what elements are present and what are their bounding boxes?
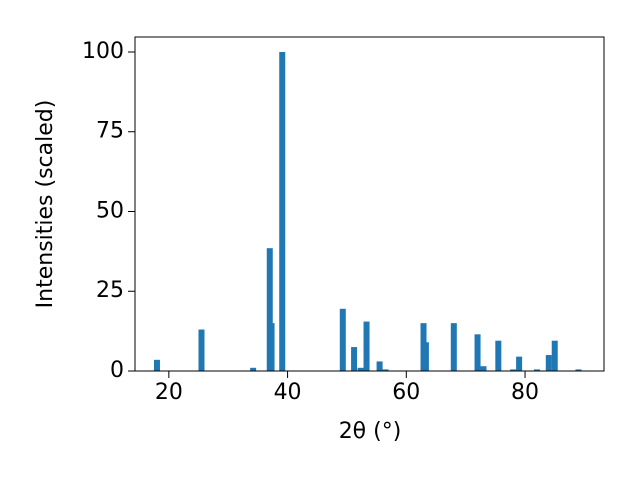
y-tick-label: 25 [96, 278, 124, 303]
bar [153, 359, 160, 371]
y-tick-label: 75 [96, 119, 124, 144]
bar [551, 340, 558, 371]
y-axis-label: Intensities (scaled) [33, 100, 58, 309]
bar [363, 321, 370, 371]
bar [450, 323, 457, 371]
y-tick-label: 0 [110, 358, 124, 383]
bar [382, 369, 389, 371]
bar [198, 329, 205, 371]
x-tick-label: 80 [511, 380, 539, 405]
bar [376, 361, 383, 371]
bar [510, 369, 517, 371]
y-tick-label: 50 [96, 198, 124, 223]
bar [474, 334, 481, 371]
bar [250, 367, 257, 371]
x-tick-label: 40 [274, 380, 302, 405]
plot-frame [134, 36, 605, 372]
bar [480, 366, 487, 371]
x-axis-label: 2θ (°) [339, 419, 402, 444]
x-tick-label: 20 [155, 380, 183, 405]
bar [268, 323, 275, 371]
bar [339, 308, 346, 371]
bar [279, 51, 286, 371]
bar [422, 342, 429, 371]
bar [545, 355, 552, 371]
bar [575, 369, 582, 371]
x-tick-label: 60 [392, 380, 420, 405]
bar [533, 369, 540, 371]
bar [516, 356, 523, 371]
bar [495, 340, 502, 371]
bar [351, 347, 358, 371]
bar [266, 248, 273, 371]
bar [357, 367, 364, 371]
y-tick-label: 100 [82, 39, 124, 64]
